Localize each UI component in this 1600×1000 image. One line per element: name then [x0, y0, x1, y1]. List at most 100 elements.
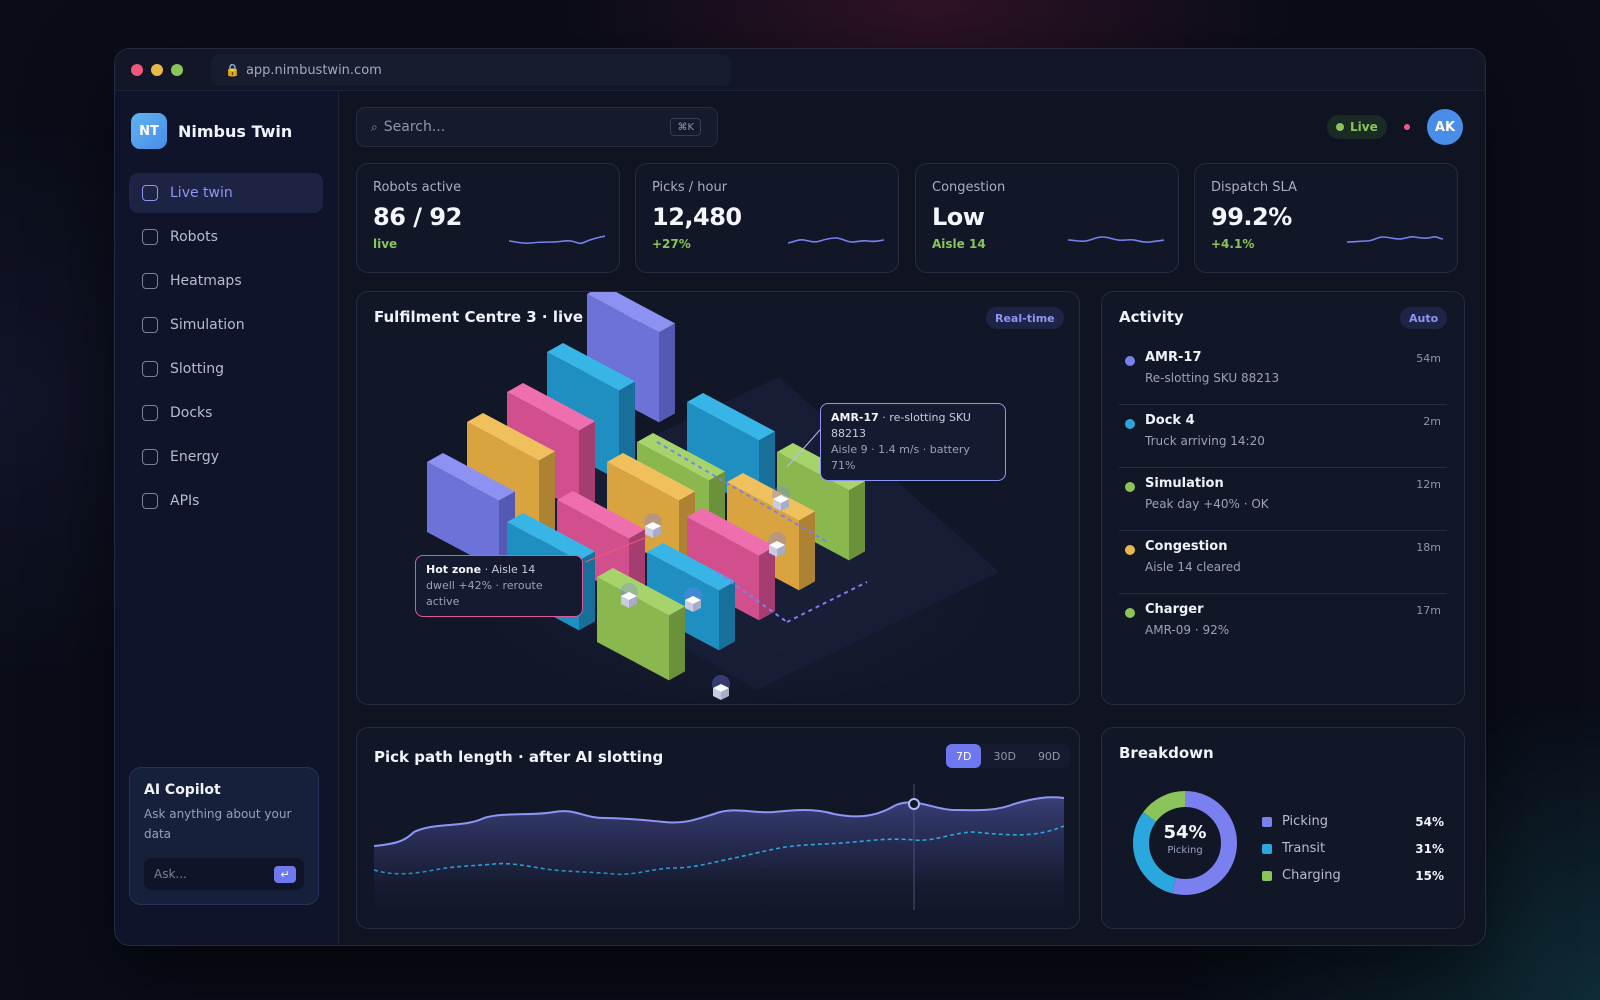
activity-panel: Activity Auto AMR-17 Re-slotting SKU 882…	[1101, 291, 1465, 705]
legend-row[interactable]: Transit 31%	[1262, 835, 1444, 862]
copilot-ask-input[interactable]: Ask... ↵	[144, 858, 304, 890]
list-item[interactable]: Charger AMR-09 · 92% 17m	[1119, 594, 1447, 657]
robots-icon	[142, 229, 158, 245]
sidebar: NT Nimbus Twin Live twin Robots Heatmaps…	[115, 91, 339, 945]
sidebar-item-label: Robots	[170, 229, 218, 245]
kpi-label: Robots active	[373, 180, 462, 195]
list-item[interactable]: AMR-17 Re-slotting SKU 88213 54m	[1119, 342, 1447, 405]
search-icon: ⌕	[371, 119, 378, 134]
live-twin-icon	[142, 185, 158, 201]
range-7d-button[interactable]: 7D	[946, 744, 982, 768]
robot-icon[interactable]	[768, 532, 786, 557]
activity-desc: Truck arriving 14:20	[1145, 434, 1265, 448]
legend-label: Charging	[1282, 868, 1341, 883]
sparkline	[509, 235, 605, 245]
avatar[interactable]: AK	[1427, 109, 1463, 145]
panel-title: Fulfilment Centre 3 · live 3D twin	[374, 308, 654, 326]
sidebar-item-slotting[interactable]: Slotting	[129, 349, 323, 389]
activity-desc: Aisle 14 cleared	[1145, 560, 1241, 574]
robot-icon[interactable]	[772, 486, 790, 511]
sidebar-nav: Live twin Robots Heatmaps Simulation Slo…	[129, 173, 323, 525]
kpi-delta: live	[373, 237, 398, 251]
storage-rack[interactable]	[647, 543, 735, 651]
status-dot-icon	[1125, 482, 1135, 492]
breakdown-legend: Picking 54% Transit 31% Charging 15%	[1262, 808, 1444, 889]
title-bar: 🔒 app.nimbustwin.com	[115, 49, 1485, 91]
live-status-badge: Live	[1327, 115, 1387, 139]
sidebar-item-docks[interactable]: Docks	[129, 393, 323, 433]
sidebar-item-label: APIs	[170, 493, 200, 509]
activity-desc: AMR-09 · 92%	[1145, 623, 1230, 637]
donut-center: 54% Picking	[1130, 788, 1240, 898]
status-dot-icon	[1125, 545, 1135, 555]
docks-icon	[142, 405, 158, 421]
storage-rack[interactable]	[687, 508, 775, 621]
list-item[interactable]: Dock 4 Truck arriving 14:20 2m	[1119, 405, 1447, 468]
pick-path-area-chart[interactable]	[374, 784, 1064, 914]
activity-time: 54m	[1416, 352, 1441, 365]
sidebar-item-live-twin[interactable]: Live twin	[129, 173, 323, 213]
range-30d-button[interactable]: 30D	[993, 749, 1016, 763]
brand[interactable]: NT Nimbus Twin	[131, 113, 292, 149]
sidebar-item-heatmaps[interactable]: Heatmaps	[129, 261, 323, 301]
simulation-icon	[142, 317, 158, 333]
sparkline	[1068, 236, 1164, 244]
panel-title: Activity	[1119, 308, 1184, 326]
list-item[interactable]: Simulation Peak day +40% · OK 12m	[1119, 468, 1447, 531]
activity-desc: Peak day +40% · OK	[1145, 497, 1269, 511]
robot-icon[interactable]	[620, 583, 638, 608]
sidebar-item-robots[interactable]: Robots	[129, 217, 323, 257]
pick-path-panel: Pick path length · after AI slotting 7D …	[356, 727, 1080, 929]
close-window-button[interactable]	[131, 64, 143, 76]
sidebar-item-energy[interactable]: Energy	[129, 437, 323, 477]
sidebar-item-simulation[interactable]: Simulation	[129, 305, 323, 345]
activity-time: 18m	[1416, 541, 1441, 554]
sparkline	[788, 237, 884, 244]
status-dot-icon	[1125, 419, 1135, 429]
hot-zone-callout[interactable]: Hot zone · Aisle 14 dwell +42% · reroute…	[415, 555, 583, 617]
legend-label: Picking	[1282, 814, 1328, 829]
storage-rack[interactable]	[597, 568, 685, 681]
address-bar[interactable]: 🔒 app.nimbustwin.com	[211, 55, 731, 85]
callout-robot-task: · re-slotting SKU 88213	[831, 411, 971, 440]
apis-icon	[142, 493, 158, 509]
donut-slice-charging	[1133, 791, 1237, 895]
storage-rack[interactable]	[727, 473, 815, 591]
notification-icon[interactable]	[1404, 124, 1410, 130]
robot-callout[interactable]: AMR-17 · re-slotting SKU 88213 Aisle 9 ·…	[820, 403, 1006, 481]
maximize-window-button[interactable]	[171, 64, 183, 76]
realtime-badge: Real-time	[986, 307, 1064, 329]
legend-row[interactable]: Picking 54%	[1262, 808, 1444, 835]
live-status-label: Live	[1350, 120, 1378, 134]
heatmaps-icon	[142, 273, 158, 289]
brand-name: Nimbus Twin	[178, 121, 293, 141]
warehouse-3d-scene[interactable]	[357, 292, 1081, 706]
lock-icon: 🔒	[225, 63, 240, 77]
robot-icon[interactable]	[684, 587, 702, 612]
range-90d-button[interactable]: 90D	[1037, 749, 1061, 763]
send-icon[interactable]: ↵	[274, 866, 296, 883]
copilot-subtitle: Ask anything about your data	[144, 807, 292, 841]
list-item[interactable]: Congestion Aisle 14 cleared 18m	[1119, 531, 1447, 594]
sidebar-item-label: Docks	[170, 405, 213, 421]
slotting-icon	[142, 361, 158, 377]
breakdown-donut-chart[interactable]	[1130, 788, 1240, 898]
kpi-label: Picks / hour	[652, 180, 728, 195]
crosshair-point	[908, 798, 920, 810]
legend-row[interactable]: Charging 15%	[1262, 862, 1444, 889]
activity-time: 2m	[1423, 415, 1441, 428]
robot-icon[interactable]	[712, 675, 730, 700]
search-placeholder: Search...	[383, 119, 446, 135]
sidebar-item-label: Energy	[170, 449, 220, 465]
kpi-picks-per-hour: Picks / hour 12,480 +27%	[635, 163, 899, 273]
activity-time: 17m	[1416, 604, 1441, 617]
kpi-value: Low	[932, 203, 985, 231]
minimize-window-button[interactable]	[151, 64, 163, 76]
sidebar-item-apis[interactable]: APIs	[129, 481, 323, 521]
auto-badge[interactable]: Auto	[1400, 307, 1448, 329]
legend-swatch	[1262, 843, 1272, 854]
robot-icon[interactable]	[644, 513, 662, 538]
activity-title: Congestion	[1145, 539, 1228, 554]
search-input[interactable]: ⌕ Search... ⌘K	[356, 107, 718, 147]
callout-robot-stats: Aisle 9 · 1.4 m/s · battery 71%	[831, 443, 970, 472]
